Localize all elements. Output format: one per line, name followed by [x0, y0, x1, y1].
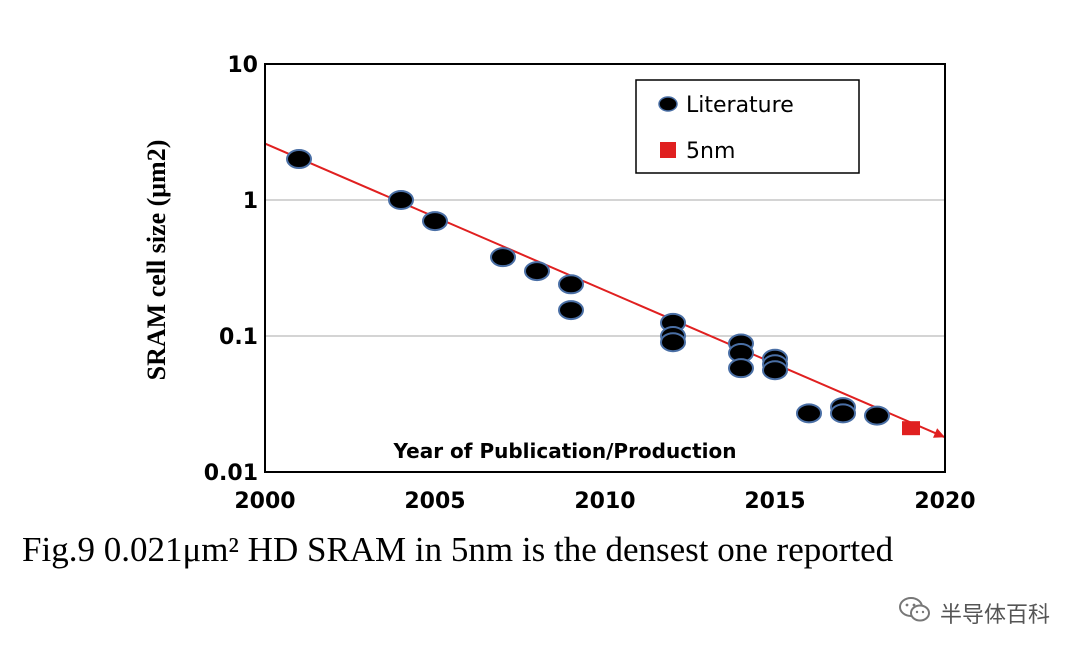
trend-arrowhead	[933, 428, 945, 438]
plot-frame	[264, 63, 946, 473]
wechat-icon	[898, 596, 932, 630]
y-tick-label: 1	[243, 189, 258, 214]
y-tick-label: 0.01	[204, 461, 258, 486]
point-5nm	[902, 421, 920, 436]
point-literature	[490, 247, 516, 268]
point-literature	[864, 405, 890, 426]
x-tick-label: 2005	[404, 489, 465, 514]
gridlines	[265, 199, 945, 337]
y-tick-label: 0.1	[219, 325, 258, 350]
x-tick-label: 2015	[744, 489, 805, 514]
trend-line-path	[264, 142, 946, 439]
x-tick-labels: 2000 2005 2010 2015 2020	[234, 489, 975, 514]
watermark: 半导体百科	[898, 596, 1050, 630]
data-points	[286, 149, 920, 436]
point-literature	[796, 403, 822, 424]
x-tick-label: 2020	[914, 489, 975, 514]
point-literature	[524, 261, 550, 282]
point-literature	[286, 149, 312, 170]
x-axis-title: Year of Publication/Production	[393, 439, 737, 463]
figure-caption: Fig.9 0.021μm² HD SRAM in 5nm is the den…	[22, 530, 894, 569]
x-tick-label: 2000	[234, 489, 295, 514]
legend-label-literature: Literature	[686, 93, 794, 118]
point-literature	[762, 360, 788, 381]
y-tick-label: 10	[227, 53, 258, 78]
legend-marker-literature	[658, 96, 678, 112]
point-literature	[830, 403, 856, 424]
x-tick-label: 2010	[574, 489, 635, 514]
point-literature	[558, 274, 584, 295]
point-literature	[422, 211, 448, 232]
y-tick-labels: 10 1 0.1 0.01	[204, 53, 258, 486]
legend: Literature 5nm	[635, 79, 860, 174]
point-literature	[660, 332, 686, 353]
legend-marker-5nm	[660, 142, 676, 158]
watermark-text: 半导体百科	[939, 603, 1050, 628]
point-literature	[388, 190, 414, 210]
point-literature	[558, 300, 584, 321]
chart: SRAM cell size (μm2) 10 1 0.1 0.01 2000 2005…	[142, 53, 976, 514]
point-literature	[728, 358, 754, 379]
legend-label-5nm: 5nm	[686, 139, 735, 164]
trend-line	[264, 142, 946, 439]
y-axis-title: SRAM cell size (μm2)	[142, 140, 171, 381]
